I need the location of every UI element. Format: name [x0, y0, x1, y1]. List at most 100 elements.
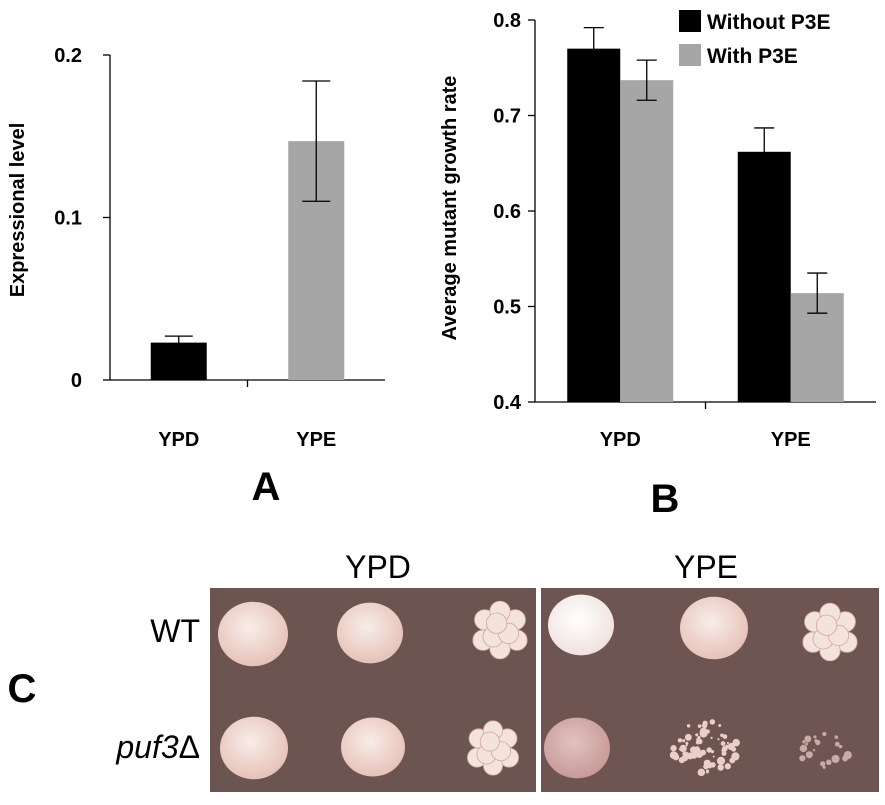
colony-dot	[685, 741, 689, 745]
legend-entry: With P3E	[707, 45, 798, 68]
colony-spot	[680, 596, 748, 660]
bar	[620, 80, 674, 402]
panel-a-bars: YPD YPE	[150, 80, 345, 451]
y-tick-label: 0	[71, 370, 82, 392]
colony-dot	[799, 744, 808, 753]
colony-dot	[820, 761, 826, 767]
panel-b-ticks: 0.4 0.5 0.6 0.7 0.8	[493, 10, 707, 414]
colony-dot	[814, 739, 818, 743]
panel-a-chart: 0 0.1 0.2 YPD YPE Expressional level A	[7, 45, 385, 509]
panel-a-y-axis-label: Expressional level	[7, 123, 29, 298]
colony-dot	[805, 751, 813, 759]
plate-condition-label: YPE	[674, 549, 738, 585]
panel-b-label: B	[651, 477, 680, 521]
y-tick-label: 0.1	[54, 208, 82, 230]
colony-dot	[702, 720, 708, 726]
panel-b-y-axis-label: Average mutant growth rate	[439, 76, 461, 341]
colony-dot	[731, 759, 735, 763]
colony-dot	[726, 741, 730, 745]
colony-dot	[724, 763, 731, 770]
colony-dot	[812, 749, 816, 752]
colony-dot	[672, 753, 680, 761]
colony-spots	[218, 594, 858, 780]
colony-dot	[691, 752, 698, 759]
colony-dot	[822, 731, 827, 737]
colony-dot	[802, 740, 806, 744]
plate-condition-label: YPD	[345, 549, 411, 585]
colony-dot	[721, 750, 727, 756]
colony-spot	[544, 717, 610, 779]
colony-dot	[717, 764, 724, 771]
legend-entry: Without P3E	[707, 11, 830, 34]
panel-b-legend: Without P3E With P3E	[679, 10, 830, 68]
colony-dot	[720, 757, 725, 763]
colony-dot	[697, 768, 706, 777]
panel-b-chart: 0.4 0.5 0.6 0.7 0.8 YPD YPE Average mutant gr…	[439, 10, 876, 521]
colony-dot	[838, 744, 843, 749]
colony-dot	[805, 742, 809, 746]
panel-c-label: C	[8, 667, 37, 711]
y-tick-label: 0.8	[493, 10, 521, 32]
colony-dot	[822, 765, 826, 769]
colony-dot	[722, 734, 728, 740]
x-tick-label: YPE	[296, 429, 336, 451]
y-tick-label: 0.6	[493, 201, 521, 223]
colony-cluster	[485, 612, 508, 634]
colony-dot	[834, 735, 839, 739]
colony-dot	[682, 739, 686, 743]
colony-dot	[697, 736, 701, 740]
colony-dot	[670, 745, 677, 752]
colony-dot	[831, 754, 840, 763]
colony-dot	[695, 733, 699, 737]
colony-dot	[721, 745, 728, 752]
colony-spot	[220, 716, 288, 780]
panel-a-ticks: 0 0.1 0.2	[54, 45, 249, 392]
colony-dot	[703, 759, 711, 767]
colony-dot	[709, 719, 716, 725]
colony-dot	[684, 733, 692, 741]
x-tick-label: YPD	[600, 429, 641, 451]
colony-dot	[695, 739, 701, 745]
y-tick-label: 0.2	[54, 45, 82, 67]
colony-spot	[548, 594, 614, 656]
colony-dot	[686, 724, 691, 728]
colony-dot	[720, 741, 726, 746]
colony-spot	[341, 717, 405, 777]
x-tick-label: YPD	[158, 429, 199, 451]
colony-dot	[700, 749, 707, 756]
strain-label-puf3: puf3Δ	[115, 729, 200, 765]
colony-cluster	[479, 731, 500, 752]
colony-dot	[699, 727, 708, 736]
colony-dot	[685, 744, 688, 747]
colony-dot	[697, 724, 702, 728]
bar	[737, 151, 791, 402]
colony-dot	[730, 745, 734, 749]
panel-a-label: A	[252, 465, 281, 509]
colony-dot	[717, 738, 720, 741]
colony-dot	[813, 735, 817, 739]
panel-c-spot-assay: YPD YPE WT puf3Δ C	[8, 549, 879, 792]
colony-dot	[843, 757, 848, 761]
colony-spot	[337, 602, 403, 664]
colony-dot	[731, 752, 740, 761]
colony-spot	[218, 601, 288, 667]
bar	[567, 48, 621, 403]
colony-dot	[679, 744, 687, 753]
strain-label-wt: WT	[150, 613, 200, 649]
colony-dot	[712, 755, 715, 758]
colony-dot	[710, 750, 715, 754]
y-tick-label: 0.7	[493, 106, 521, 128]
legend-swatch	[679, 10, 701, 32]
legend-swatch	[679, 44, 701, 66]
colony-dot	[710, 736, 713, 740]
y-tick-label: 0.4	[493, 392, 522, 414]
colony-dot	[677, 738, 683, 743]
colony-dot	[826, 759, 832, 766]
colony-dot	[706, 747, 712, 753]
colony-cluster	[815, 614, 838, 636]
colony-dot	[799, 755, 806, 762]
colony-dot	[681, 754, 689, 762]
colony-dot	[804, 735, 812, 743]
x-tick-label: YPE	[771, 429, 811, 451]
colony-dot	[834, 741, 840, 747]
